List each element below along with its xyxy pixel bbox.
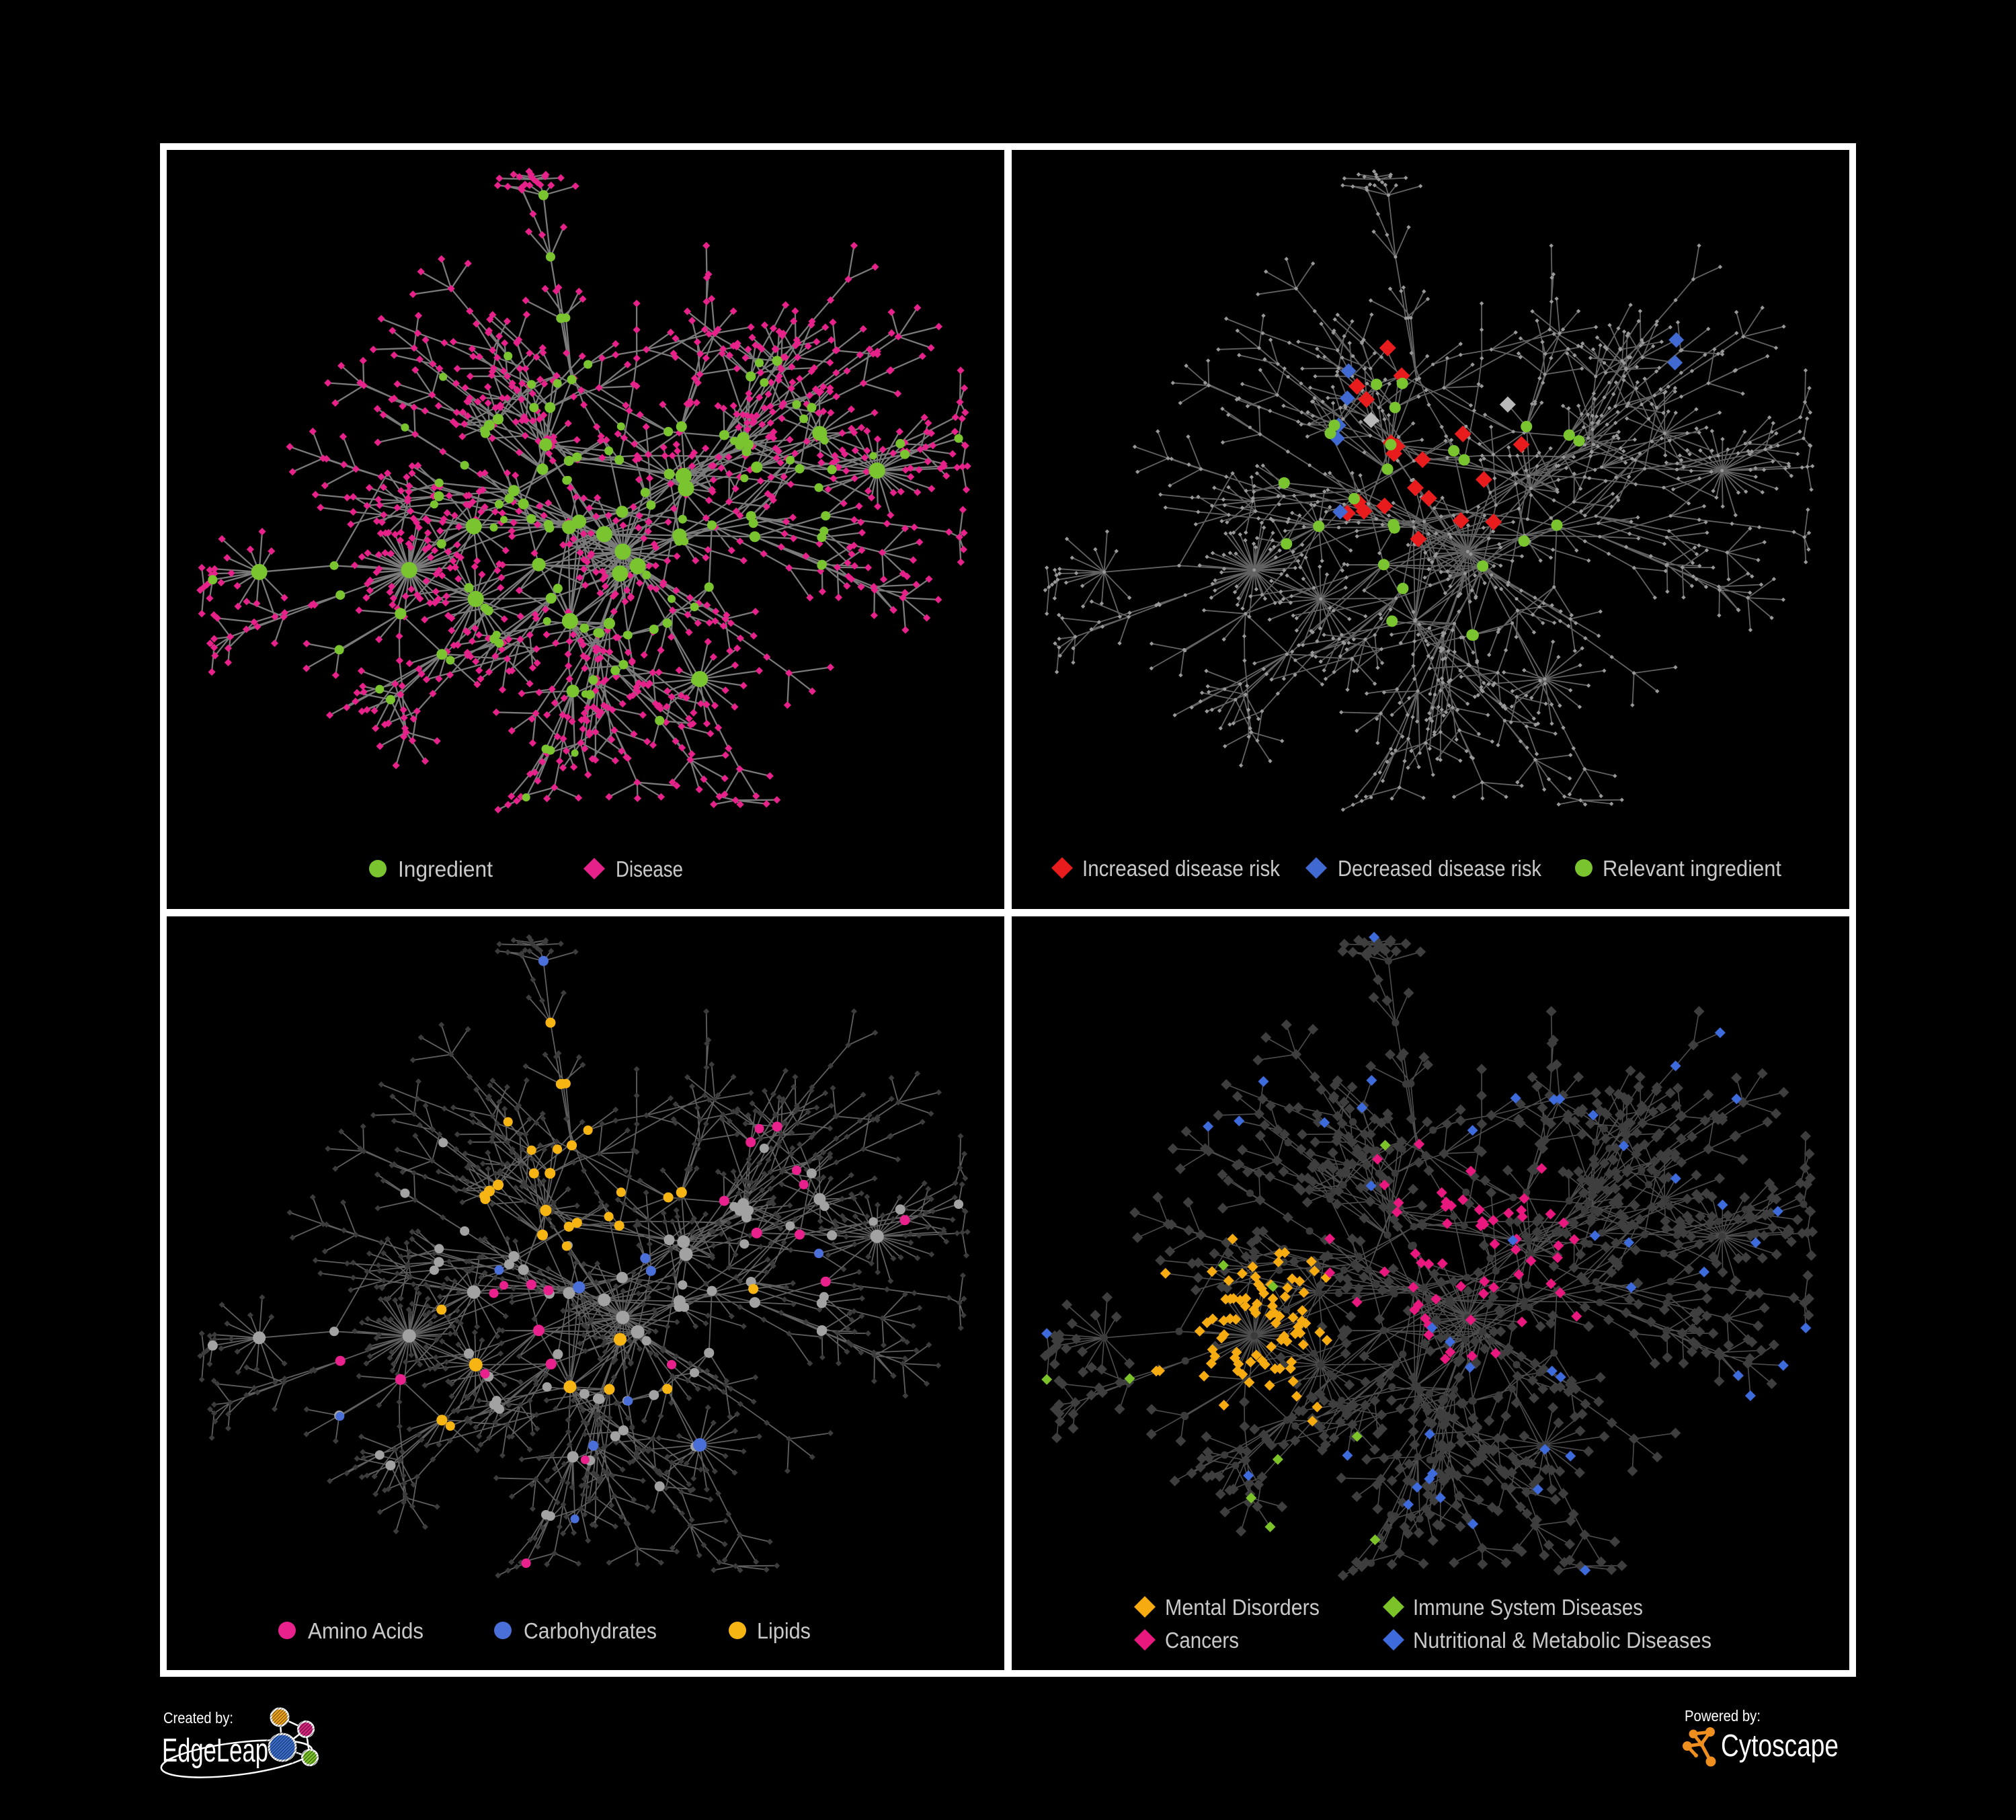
svg-text:Immune System Diseases: Immune System Diseases (1413, 1595, 1643, 1620)
svg-text:Lipids: Lipids (757, 1618, 811, 1643)
svg-text:Powered by:: Powered by: (1685, 1707, 1761, 1725)
svg-text:Relevant ingredient: Relevant ingredient (1603, 856, 1781, 881)
svg-text:Cancers: Cancers (1165, 1628, 1239, 1653)
svg-text:Disease: Disease (616, 857, 683, 881)
svg-text:Decreased disease risk: Decreased disease risk (1338, 856, 1541, 881)
svg-text:EdgeLeap: EdgeLeap (162, 1733, 268, 1769)
svg-text:Amino Acids: Amino Acids (308, 1618, 424, 1643)
svg-text:Increased disease risk: Increased disease risk (1082, 856, 1280, 881)
svg-text:Nutritional & Metabolic Diseas: Nutritional & Metabolic Diseases (1413, 1628, 1711, 1653)
svg-text:Mental Disorders: Mental Disorders (1165, 1595, 1320, 1620)
svg-text:Cytoscape: Cytoscape (1721, 1728, 1839, 1763)
svg-text:Created by:: Created by: (163, 1709, 233, 1727)
svg-text:Carbohydrates: Carbohydrates (524, 1618, 657, 1643)
svg-text:Ingredient: Ingredient (398, 857, 493, 881)
